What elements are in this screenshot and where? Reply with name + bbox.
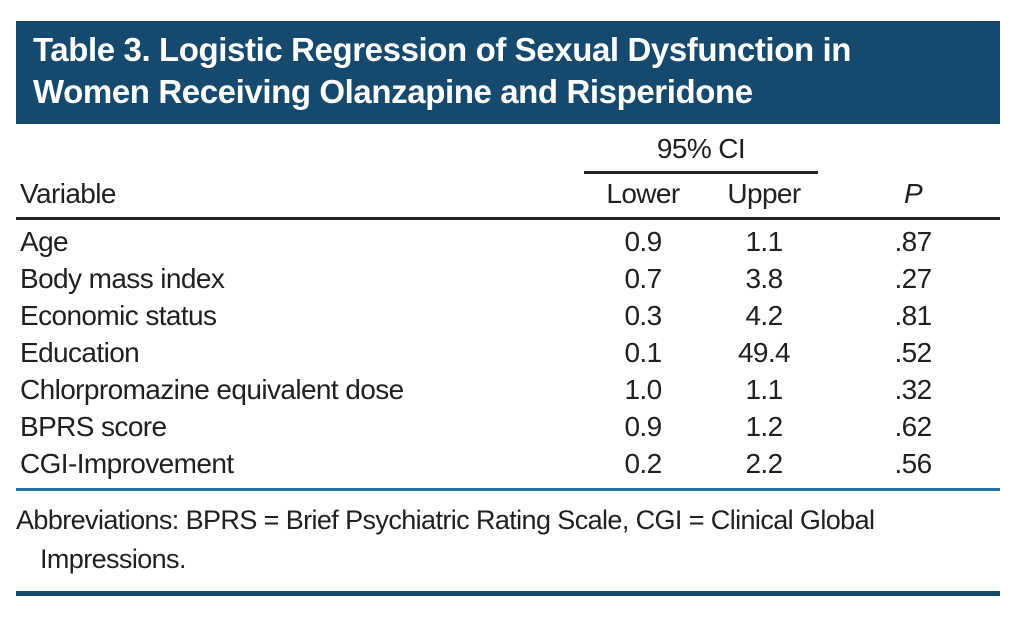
row-variable: Body mass index bbox=[20, 262, 225, 294]
table-title-line-1: Table 3. Logistic Regression of Sexual D… bbox=[33, 31, 852, 68]
row-ci-lower: 0.2 bbox=[624, 447, 662, 479]
column-header-row: Variable Lower Upper P bbox=[16, 174, 1000, 220]
abbreviations-note: Abbreviations: BPRS = Brief Psychiatric … bbox=[16, 505, 875, 574]
row-ci-upper: 2.2 bbox=[745, 447, 783, 479]
table-title-line-2: Women Receiving Olanzapine and Risperido… bbox=[33, 73, 753, 110]
row-p-value: .81 bbox=[894, 299, 932, 331]
row-p-value: .32 bbox=[894, 373, 932, 405]
table-body: Age 0.9 1.1 .87 Body mass index 0.7 3.8 … bbox=[16, 220, 1000, 491]
row-ci-lower: 1.0 bbox=[624, 373, 662, 405]
table-row: Education 0.1 49.4 .52 bbox=[16, 334, 1000, 371]
row-ci-upper: 1.1 bbox=[745, 225, 783, 257]
row-variable: Chlorpromazine equivalent dose bbox=[20, 373, 404, 405]
table-row: Economic status 0.3 4.2 .81 bbox=[16, 297, 1000, 334]
table-row: Body mass index 0.7 3.8 .27 bbox=[16, 260, 1000, 297]
column-header-lower: Lower bbox=[606, 178, 680, 209]
table-footnote: Abbreviations: BPRS = Brief Psychiatric … bbox=[16, 491, 1000, 596]
table-row: Age 0.9 1.1 .87 bbox=[16, 223, 1000, 260]
column-header-p: P bbox=[903, 178, 923, 209]
row-ci-lower: 0.1 bbox=[624, 336, 662, 368]
table-title-bar: Table 3. Logistic Regression of Sexual D… bbox=[16, 21, 1000, 124]
ci-spanner-label: 95% CI bbox=[584, 133, 818, 174]
regression-table: 95% CI Variable Lower Upper P Age 0.9 1.… bbox=[16, 133, 1000, 491]
row-p-value: .87 bbox=[894, 225, 932, 257]
row-variable: Economic status bbox=[20, 299, 217, 331]
table-row: CGI-Improvement 0.2 2.2 .56 bbox=[16, 445, 1000, 482]
row-ci-lower: 0.9 bbox=[624, 410, 662, 442]
column-header-upper: Upper bbox=[727, 178, 801, 209]
row-ci-lower: 0.3 bbox=[624, 299, 662, 331]
row-ci-lower: 0.9 bbox=[624, 225, 662, 257]
row-ci-lower: 0.7 bbox=[624, 262, 662, 294]
table-row: BPRS score 0.9 1.2 .62 bbox=[16, 408, 1000, 445]
ci-spanner-row: 95% CI bbox=[16, 133, 1000, 174]
row-ci-upper: 1.2 bbox=[745, 410, 783, 442]
row-variable: Education bbox=[20, 336, 140, 368]
row-p-value: .27 bbox=[894, 262, 932, 294]
row-variable: CGI-Improvement bbox=[20, 447, 234, 479]
row-p-value: .62 bbox=[894, 410, 932, 442]
paper-table-figure: Table 3. Logistic Regression of Sexual D… bbox=[0, 21, 1014, 617]
column-header-variable: Variable bbox=[20, 178, 116, 209]
row-p-value: .52 bbox=[894, 336, 932, 368]
row-ci-upper: 3.8 bbox=[745, 262, 783, 294]
row-ci-upper: 49.4 bbox=[737, 336, 791, 368]
table-row: Chlorpromazine equivalent dose 1.0 1.1 .… bbox=[16, 371, 1000, 408]
row-variable: BPRS score bbox=[20, 410, 167, 442]
row-variable: Age bbox=[20, 225, 69, 257]
row-ci-upper: 1.1 bbox=[745, 373, 783, 405]
row-p-value: .56 bbox=[894, 447, 932, 479]
row-ci-upper: 4.2 bbox=[745, 299, 783, 331]
